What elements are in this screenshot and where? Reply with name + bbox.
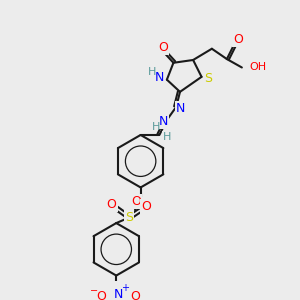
Text: H: H bbox=[163, 132, 171, 142]
Text: O: O bbox=[141, 200, 151, 213]
Text: N: N bbox=[176, 102, 186, 115]
Text: H: H bbox=[148, 67, 156, 77]
Text: N: N bbox=[158, 115, 168, 128]
Text: +: + bbox=[121, 283, 129, 293]
Text: O: O bbox=[106, 198, 116, 211]
Text: S: S bbox=[204, 72, 212, 85]
Text: S: S bbox=[125, 211, 134, 224]
Text: O: O bbox=[233, 33, 243, 46]
Text: −: − bbox=[90, 286, 98, 296]
Text: O: O bbox=[131, 195, 141, 208]
Text: O: O bbox=[96, 290, 106, 300]
Text: N: N bbox=[155, 71, 164, 84]
Text: H: H bbox=[152, 122, 160, 133]
Text: OH: OH bbox=[249, 62, 266, 73]
Text: O: O bbox=[130, 290, 140, 300]
Text: O: O bbox=[158, 41, 168, 54]
Text: N: N bbox=[113, 288, 123, 300]
